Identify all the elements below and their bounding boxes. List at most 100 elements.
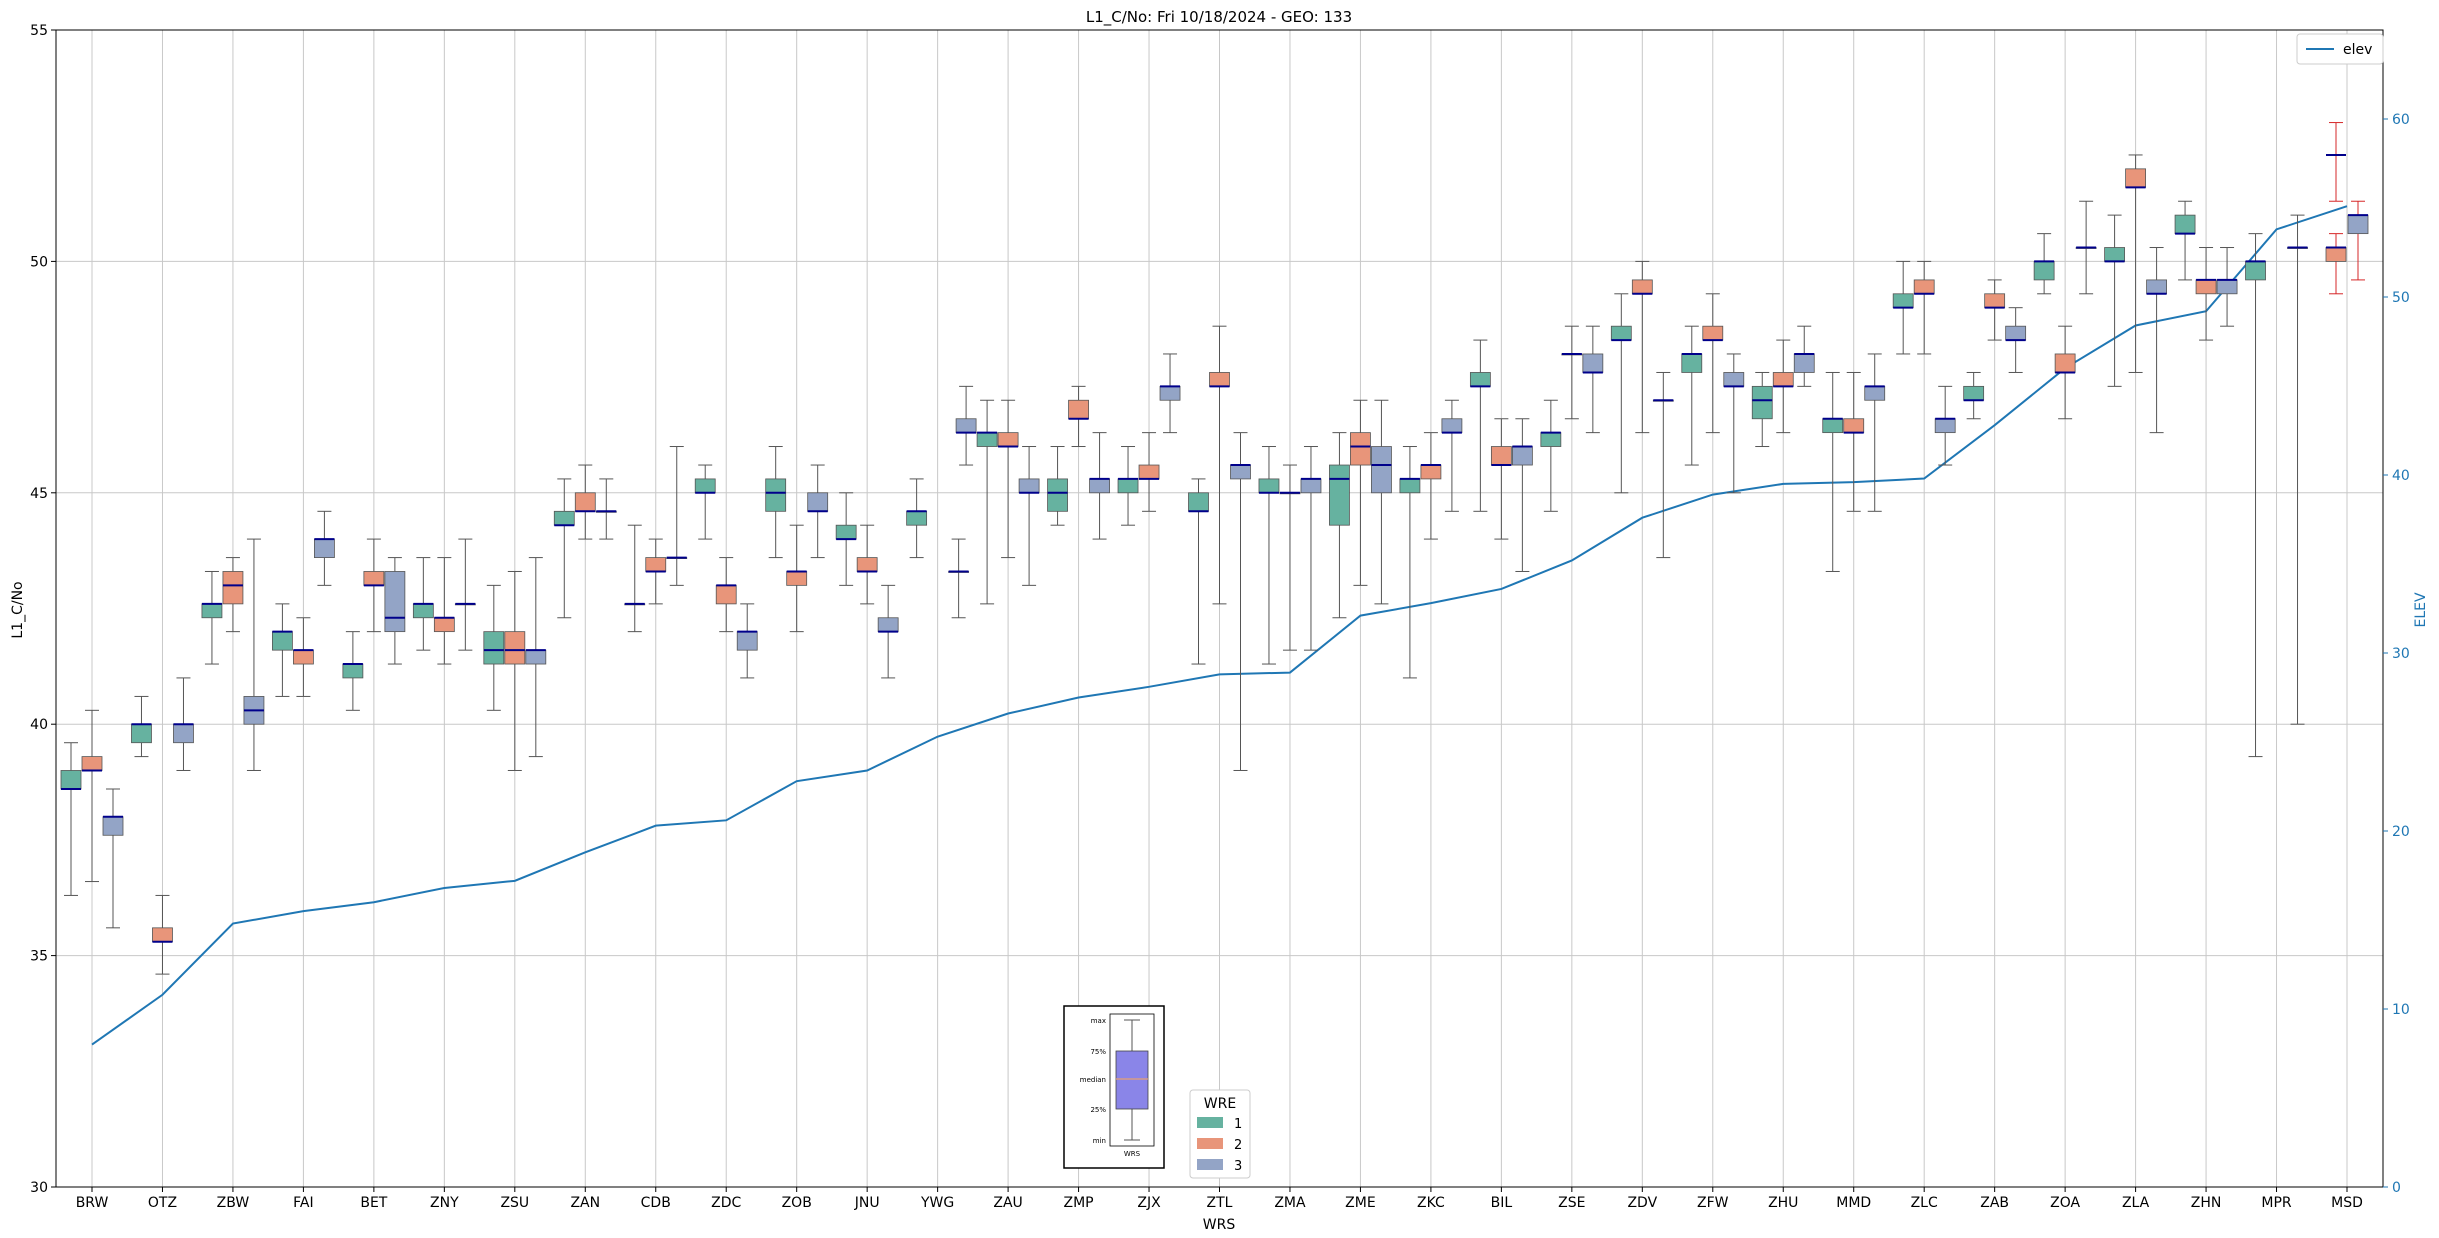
box-wre-1 [1329, 464, 1350, 526]
box-wre-2 [1913, 279, 1935, 295]
y-tick-label: 50 [30, 254, 48, 270]
box-wre-2 [1350, 432, 1371, 466]
y-axis-label: L1_C/No [10, 581, 26, 638]
inset-label-median: median [1080, 1076, 1106, 1084]
x-tick-label: FAI [293, 1195, 313, 1211]
x-tick-label: ZMP [1064, 1195, 1094, 1211]
box-wre-3 [525, 649, 547, 665]
y2-tick-label: 20 [2392, 824, 2410, 840]
wre-legend-label-1: 1 [1234, 1117, 1242, 1132]
box-wre-3 [1934, 418, 1956, 434]
box-wre-3 [877, 617, 899, 633]
x-tick-label: ZSU [500, 1195, 529, 1211]
box-wre-3 [1441, 418, 1463, 434]
wre-legend-swatch-2 [1197, 1138, 1223, 1149]
box-wre-2 [1138, 464, 1160, 480]
box-wre-1 [2033, 260, 2055, 281]
box-wre-3 [1159, 385, 1181, 401]
wre-legend-swatch-3 [1197, 1159, 1223, 1170]
inset-label-min: min [1093, 1137, 1106, 1145]
y-tick-label: 40 [30, 717, 48, 733]
x-tick-label: ZLA [2122, 1195, 2150, 1211]
x-tick-label: BIL [1491, 1195, 1513, 1211]
x-tick-label: JNU [854, 1195, 880, 1211]
box-wre-1 [694, 478, 716, 494]
box-wre-3 [173, 723, 194, 744]
box-wre-1 [1681, 353, 1703, 373]
box-wre-2 [1843, 418, 1865, 434]
box-wre-3 [1018, 478, 1040, 494]
box-wre-2 [293, 649, 314, 665]
x-tick-label: ZLC [1911, 1195, 1938, 1211]
wre-legend-label-3: 3 [1234, 1159, 1242, 1174]
box-wre-1 [1963, 385, 1985, 401]
box-wre-2 [1209, 372, 1230, 387]
x-axis-label: WRS [1203, 1217, 1236, 1233]
box-wre-3 [1511, 446, 1533, 466]
y-tick-label: 45 [30, 486, 48, 502]
y2-tick-label: 40 [2392, 468, 2410, 484]
box-wre-3 [2216, 279, 2238, 295]
box-wre-3 [736, 631, 758, 651]
box-wre-1 [1117, 478, 1139, 494]
box-wre-2 [997, 432, 1019, 447]
x-tick-label: ZAN [570, 1195, 600, 1211]
x-tick-label: BET [360, 1195, 387, 1211]
inset-label-75: 75% [1090, 1048, 1106, 1056]
x-tick-label: ZFW [1697, 1195, 1729, 1211]
x-tick-label: MPR [2261, 1195, 2292, 1211]
box-wre-3 [1864, 385, 1886, 401]
box-wre-2 [2054, 353, 2076, 373]
box-wre-1 [765, 478, 787, 512]
y-tick-label: 55 [30, 23, 48, 39]
wre-legend-swatch-1 [1197, 1117, 1223, 1128]
box-wre-3 [1300, 478, 1322, 494]
box-wre-2 [1631, 279, 1653, 295]
box-wre-3 [955, 418, 977, 434]
box-wre-3 [1723, 372, 1745, 387]
box-wre-2 [1068, 399, 1089, 420]
box-wre-2 [856, 557, 878, 572]
box-wre-3 [384, 571, 406, 633]
box-wre-2 [1984, 293, 2006, 309]
x-tick-label: OTZ [148, 1195, 177, 1211]
elev-series-line [91, 205, 2348, 1046]
box-wre-2 [574, 492, 596, 512]
elev-legend-label: elev [2343, 42, 2372, 58]
box-wre-3 [314, 538, 335, 558]
box-wre-3 [1089, 478, 1110, 494]
x-tick-label: ZDV [1627, 1195, 1657, 1211]
y2-tick-label: 10 [2392, 1002, 2410, 1018]
box-wre-2 [152, 927, 173, 943]
box-wre-2 [1490, 446, 1512, 466]
x-tick-label: MMD [1836, 1195, 1871, 1211]
elev-line-layer [91, 205, 2348, 1046]
x-tick-label: ZME [1345, 1195, 1376, 1211]
x-tick-label: ZKC [1417, 1195, 1445, 1211]
box-wre-2 [645, 557, 667, 572]
box-wre-2 [715, 584, 737, 605]
x-tick-label: ZTL [1207, 1195, 1233, 1211]
x-tick-label: MSD [2331, 1195, 2363, 1211]
box-wre-1 [2174, 214, 2196, 235]
box-wre-2 [504, 631, 526, 665]
x-tick-label: ZJX [1137, 1195, 1161, 1211]
box-wre-1 [342, 663, 364, 679]
x-tick-label: ZSE [1558, 1195, 1585, 1211]
box-wre-1 [1751, 385, 1773, 420]
wre-legend-title: WRE [1204, 1096, 1236, 1112]
x-tick-label: CDB [641, 1195, 671, 1211]
box-plots [60, 122, 2369, 975]
x-tick-label: ZBW [217, 1195, 250, 1211]
box-wre-2 [433, 617, 455, 633]
box-wre-3 [1371, 446, 1392, 494]
box-wre-1 [1188, 492, 1209, 512]
y2-tick-label: 50 [2392, 290, 2410, 306]
x-tick-label: ZOB [782, 1195, 812, 1211]
box-wre-3 [1793, 353, 1815, 373]
box-wre-1 [272, 631, 293, 651]
box-wre-1 [976, 432, 998, 447]
x-tick-label: ZHU [1768, 1195, 1798, 1211]
box-wre-1 [412, 603, 434, 619]
y-tick-label: 30 [30, 1180, 48, 1196]
